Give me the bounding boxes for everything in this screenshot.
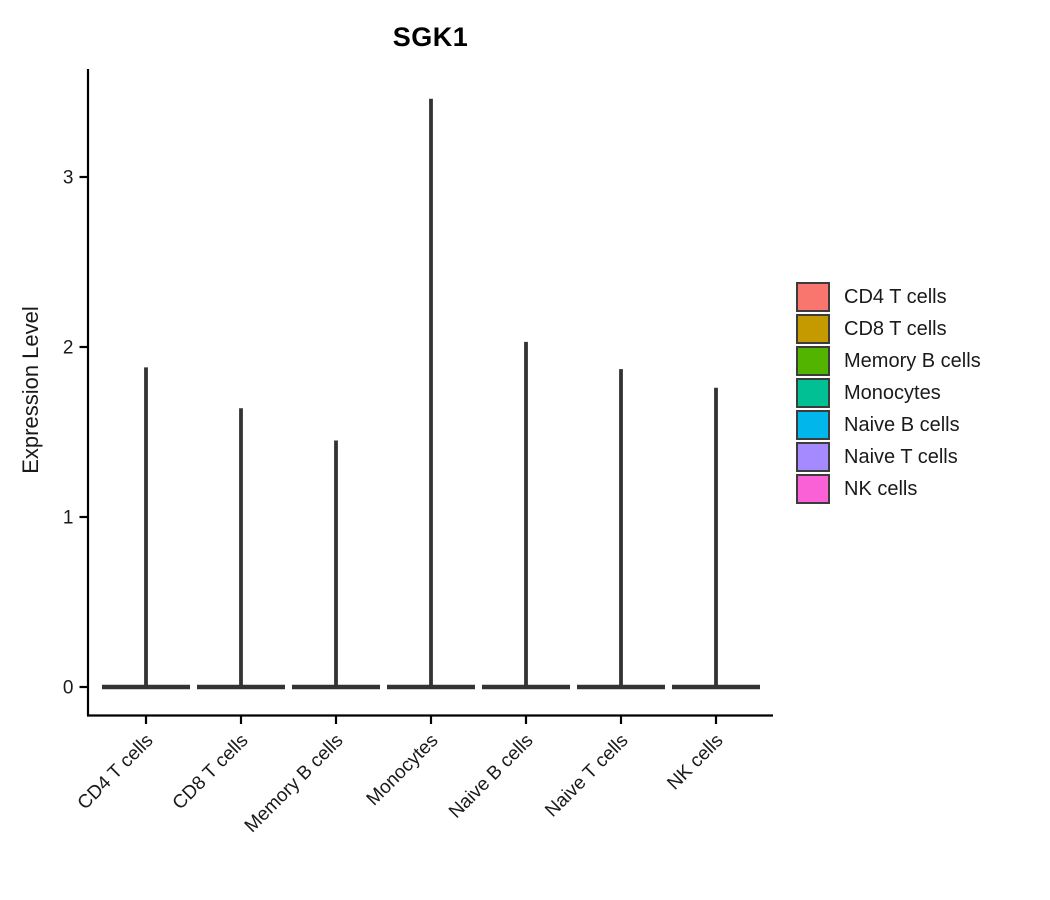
legend-item-naive-b-cells: Naive B cells xyxy=(796,409,981,441)
violin-memory-b-cells xyxy=(292,440,380,690)
legend-label: CD8 T cells xyxy=(844,318,947,340)
legend-item-cd4-t-cells: CD4 T cells xyxy=(796,281,981,313)
legend-label: Naive T cells xyxy=(844,446,958,468)
legend-swatch-icon xyxy=(796,474,830,504)
legend-item-naive-t-cells: Naive T cells xyxy=(796,441,981,473)
legend-label: Monocytes xyxy=(844,382,941,404)
legend-swatch-icon xyxy=(796,410,830,440)
legend-item-memory-b-cells: Memory B cells xyxy=(796,345,981,377)
violin-naive-b-cells xyxy=(482,341,570,690)
legend-label: CD4 T cells xyxy=(844,286,947,308)
x-category-label-nk-cells: NK cells xyxy=(663,730,727,794)
legend-swatch-icon xyxy=(796,442,830,472)
violin-nk-cells xyxy=(672,387,760,690)
x-category-label-memory-b-cells: Memory B cells xyxy=(241,730,348,837)
violin-naive-t-cells xyxy=(577,369,665,690)
y-tick-label: 1 xyxy=(63,508,74,529)
x-category-label-monocytes: Monocytes xyxy=(363,730,443,810)
x-category-label-naive-b-cells: Naive B cells xyxy=(445,730,538,823)
legend-label: NK cells xyxy=(844,478,918,500)
legend-label: Memory B cells xyxy=(844,350,981,372)
legend-swatch-icon xyxy=(796,282,830,312)
x-category-label-naive-t-cells: Naive T cells xyxy=(541,730,632,821)
legend-item-monocytes: Monocytes xyxy=(796,377,981,409)
x-category-label-cd8-t-cells: CD8 T cells xyxy=(169,730,253,814)
violin-monocytes xyxy=(387,98,475,690)
legend-swatch-icon xyxy=(796,314,830,344)
legend-item-cd8-t-cells: CD8 T cells xyxy=(796,313,981,345)
y-tick-label: 3 xyxy=(63,168,74,189)
violin-cd8-t-cells xyxy=(197,408,285,690)
chart-title: SGK1 xyxy=(392,22,469,52)
legend-swatch-icon xyxy=(796,378,830,408)
y-tick-label: 2 xyxy=(63,338,74,359)
legend-swatch-icon xyxy=(796,346,830,376)
y-tick-label: 0 xyxy=(63,678,74,699)
x-category-label-cd4-t-cells: CD4 T cells xyxy=(74,730,158,814)
legend-label: Naive B cells xyxy=(844,414,960,436)
legend: CD4 T cells CD8 T cells Memory B cells Mono… xyxy=(796,281,981,505)
legend-item-nk-cells: NK cells xyxy=(796,473,981,505)
violin-cd4-t-cells xyxy=(102,367,190,690)
